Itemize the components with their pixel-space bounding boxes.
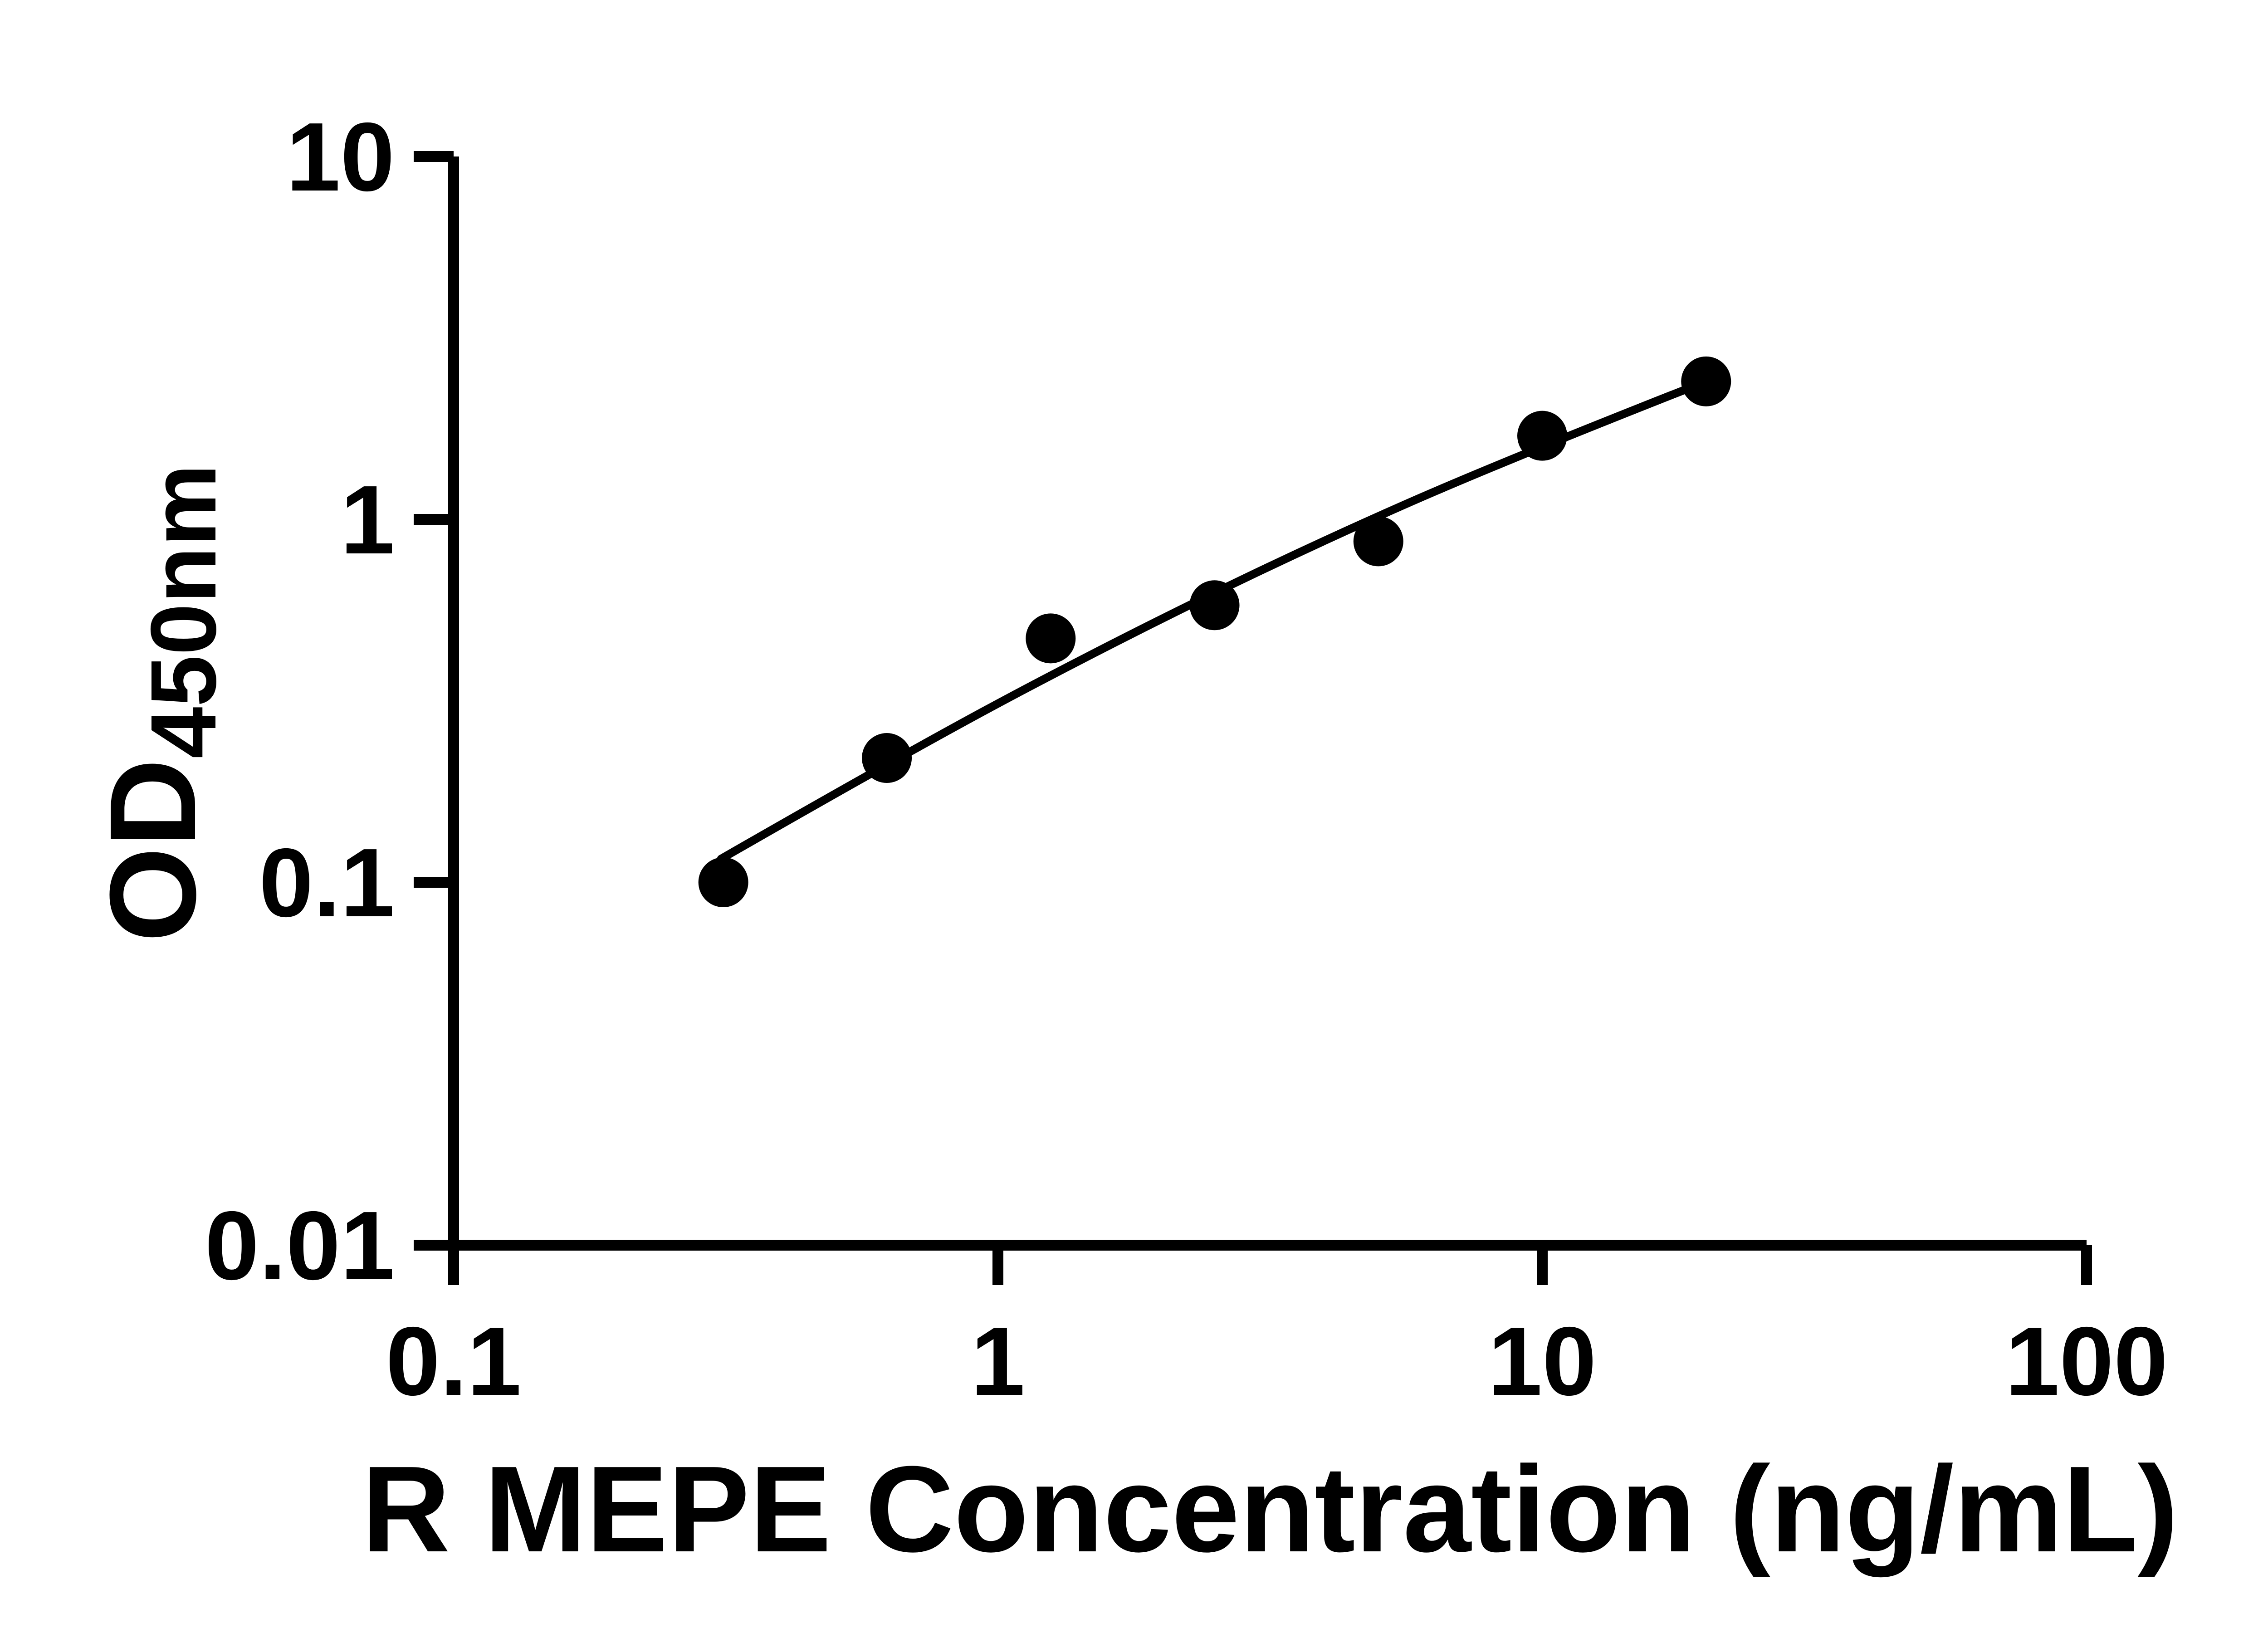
tick-marks bbox=[414, 151, 2092, 1285]
data-point bbox=[1517, 411, 1567, 461]
data-point bbox=[1681, 356, 1731, 406]
data-point bbox=[1026, 613, 1076, 664]
data-point bbox=[698, 857, 748, 907]
x-tick-label: 100 bbox=[2005, 1306, 2168, 1416]
y-tick-label: 0.01 bbox=[205, 1191, 395, 1300]
y-axis-title-subscript: 450nm bbox=[132, 464, 235, 759]
data-point bbox=[1189, 580, 1240, 631]
data-point bbox=[862, 733, 912, 783]
y-tick-label: 1 bbox=[340, 465, 395, 574]
x-tick-label: 10 bbox=[1488, 1306, 1596, 1416]
x-tick-label: 0.1 bbox=[386, 1306, 522, 1416]
data-point bbox=[1353, 516, 1403, 567]
y-axis-title-main: OD bbox=[85, 758, 221, 942]
y-tick-label: 0.1 bbox=[259, 828, 395, 937]
x-tick-label: 1 bbox=[971, 1306, 1025, 1416]
y-axis-title: OD450nm bbox=[85, 464, 235, 943]
axis-lines bbox=[448, 156, 2087, 1251]
y-tick-label: 10 bbox=[286, 102, 395, 211]
data-points bbox=[698, 356, 1731, 907]
x-axis-title: R MEPE Concentration (ng/mL) bbox=[362, 1441, 2179, 1578]
